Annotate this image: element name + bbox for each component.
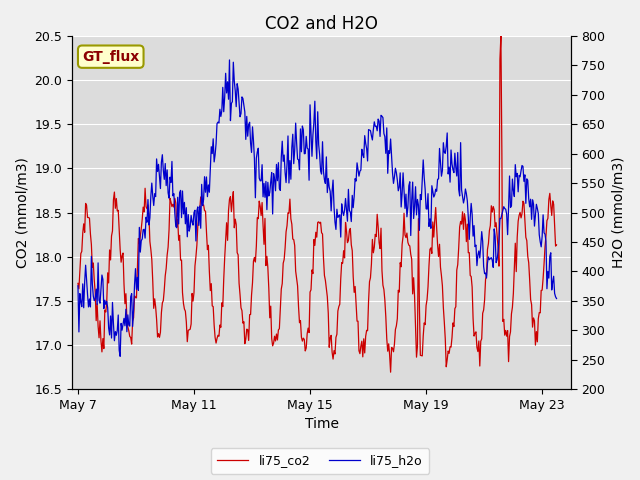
li75_h2o xyxy=(74,283,82,288)
Line: li75_h2o: li75_h2o xyxy=(78,60,557,356)
li75_co2 xyxy=(387,369,394,375)
li75_co2 xyxy=(333,331,340,337)
li75_h2o xyxy=(543,286,551,292)
li75_co2 xyxy=(301,348,309,354)
Text: GT_flux: GT_flux xyxy=(82,49,140,64)
li75_co2 xyxy=(74,280,82,286)
li75_h2o xyxy=(306,102,314,108)
li75_co2 xyxy=(553,242,561,248)
li75_h2o xyxy=(226,57,234,63)
Legend: li75_co2, li75_h2o: li75_co2, li75_h2o xyxy=(211,448,429,474)
li75_h2o xyxy=(553,296,561,301)
li75_co2 xyxy=(497,33,505,39)
li75_h2o xyxy=(335,213,342,219)
li75_h2o xyxy=(303,145,311,151)
X-axis label: Time: Time xyxy=(305,418,339,432)
Title: CO2 and H2O: CO2 and H2O xyxy=(265,15,378,33)
li75_co2 xyxy=(304,325,312,331)
li75_co2 xyxy=(359,354,367,360)
Y-axis label: CO2 (mmol/m3): CO2 (mmol/m3) xyxy=(15,157,29,268)
Line: li75_co2: li75_co2 xyxy=(78,36,557,372)
li75_h2o xyxy=(116,353,124,359)
li75_co2 xyxy=(467,274,475,279)
Y-axis label: H2O (mmol/m3): H2O (mmol/m3) xyxy=(611,157,625,268)
li75_h2o xyxy=(468,211,476,217)
li75_h2o xyxy=(361,133,369,139)
li75_co2 xyxy=(543,218,551,224)
